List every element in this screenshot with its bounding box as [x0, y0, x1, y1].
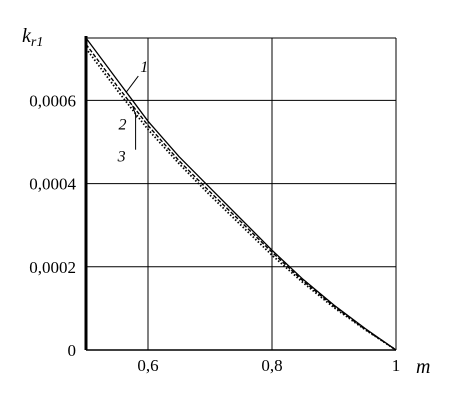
series-label-3: 3	[117, 149, 126, 166]
plot-frame	[84, 36, 397, 351]
series-label-2: 2	[119, 117, 127, 134]
series-labels: 1 2 3	[117, 59, 149, 166]
series-line-1	[85, 37, 397, 351]
series-group	[85, 37, 397, 351]
y-tick-label-3: 0,0006	[29, 91, 76, 110]
y-axis-title-sub: r1	[31, 35, 43, 50]
series-label-leader-1	[125, 75, 139, 93]
x-axis-title: m	[416, 356, 430, 378]
series-line-3	[85, 47, 397, 351]
series-line-2	[85, 43, 397, 351]
x-tick-label-2: 1	[392, 356, 401, 375]
y-axis-title: kr1	[22, 25, 43, 50]
y-tick-label-1: 0,0002	[29, 258, 76, 277]
y-tick-label-2: 0,0004	[29, 175, 76, 194]
x-tick-label-0: 0,6	[137, 356, 158, 375]
grid	[86, 37, 396, 350]
series-label-1: 1	[140, 59, 148, 76]
y-tick-label-0: 0	[68, 341, 77, 360]
x-tick-label-1: 0,8	[261, 356, 282, 375]
tick-labels: 0,6 0,8 1 0 0,0002 0,0004 0,0006	[29, 91, 400, 375]
y-axis-title-main: k	[22, 25, 32, 47]
